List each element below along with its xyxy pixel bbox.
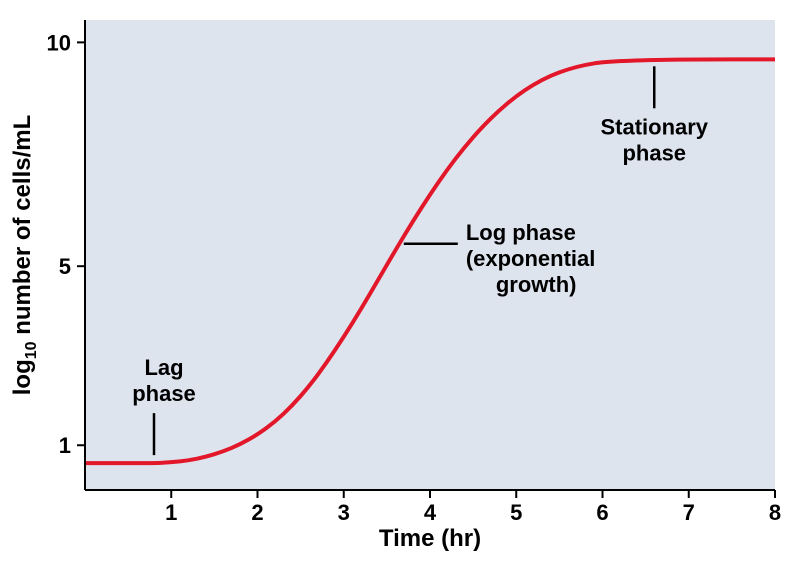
log-phase-label: Log phase — [466, 220, 576, 245]
x-tick-label: 5 — [510, 500, 522, 525]
x-tick-label: 4 — [424, 500, 437, 525]
log-phase-label-2: (exponential — [466, 246, 596, 271]
stationary-phase-label: Stationary — [600, 114, 708, 139]
y-tick-label: 10 — [47, 30, 71, 55]
growth-curve-chart: 1 2 3 4 5 6 7 8 1 5 10 Time (hr) log10 number of cel… — [0, 0, 800, 568]
x-tick-label: 1 — [165, 500, 177, 525]
x-tick-label: 6 — [596, 500, 608, 525]
plot-area — [85, 20, 775, 490]
x-tick-label: 8 — [769, 500, 781, 525]
log-phase-label-3: growth) — [496, 272, 577, 297]
x-tick-label: 7 — [683, 500, 695, 525]
y-axis-title: log10 number of cells/mL — [9, 115, 40, 396]
stationary-phase-label-2: phase — [622, 140, 686, 165]
x-tick-label: 2 — [251, 500, 263, 525]
x-axis-title: Time (hr) — [379, 525, 481, 552]
lag-phase-label: Lag — [144, 355, 183, 380]
lag-phase-label-2: phase — [132, 381, 196, 406]
y-tick-label: 1 — [59, 433, 71, 458]
y-tick-label: 5 — [59, 254, 71, 279]
x-tick-label: 3 — [338, 500, 350, 525]
